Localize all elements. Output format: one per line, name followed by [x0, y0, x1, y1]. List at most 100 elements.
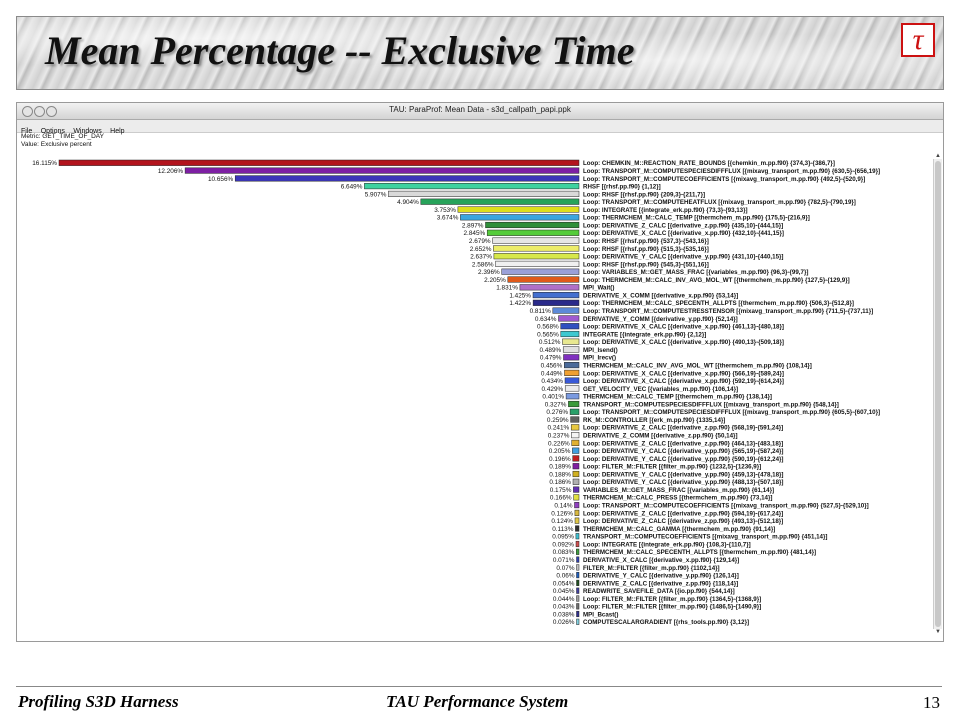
bar-name-label-9[interactable]: Loop: DERIVATIVE_X_CALC [{derivative_x.p… [583, 230, 784, 237]
bar-name-label-37[interactable]: Loop: DERIVATIVE_Y_CALC [{derivative_y.p… [583, 448, 783, 455]
bar-name-label-27[interactable]: Loop: DERIVATIVE_X_CALC [{derivative_x.p… [583, 370, 784, 377]
bar-name-label-46[interactable]: Loop: DERIVATIVE_Z_CALC [{derivative_z.p… [583, 518, 783, 525]
bar-18[interactable] [532, 299, 580, 306]
bar-0[interactable] [58, 159, 580, 166]
bar-19[interactable] [552, 307, 580, 314]
bar-31[interactable] [568, 400, 580, 408]
bar-name-label-35[interactable]: DERIVATIVE_Z_COMM [{derivative_z.pp.f90}… [583, 433, 738, 440]
bar-name-label-51[interactable]: DERIVATIVE_X_CALC [{derivative_x.pp.f90}… [583, 557, 739, 564]
bar-36[interactable] [571, 439, 580, 446]
bar-name-label-38[interactable]: Loop: DERIVATIVE_Y_CALC [{derivative_y.p… [583, 456, 783, 463]
bar-25[interactable] [563, 354, 580, 361]
bar-name-label-31[interactable]: TRANSPORT_M::COMPUTESPECIESDIFFFLUX [{mi… [583, 401, 839, 408]
bar-name-label-56[interactable]: Loop: FILTER_M::FILTER [{filter_m.pp.f90… [583, 596, 761, 603]
bar-name-label-12[interactable]: Loop: DERIVATIVE_Y_CALC [{derivative_y.p… [583, 254, 783, 261]
bar-name-label-36[interactable]: Loop: DERIVATIVE_Z_CALC [{derivative_z.p… [583, 440, 783, 447]
bar-name-label-57[interactable]: Loop: FILTER_M::FILTER [{filter_m.pp.f90… [583, 604, 761, 611]
bar-name-label-3[interactable]: RHSF [{rhsf.pp.f90} {1,12}] [583, 184, 661, 191]
bar-59[interactable] [576, 618, 580, 625]
bar-name-label-21[interactable]: Loop: DERIVATIVE_X_CALC [{derivative_x.p… [583, 324, 784, 331]
scroll-down-arrow-icon[interactable]: ▼ [935, 629, 941, 635]
scroll-up-arrow-icon[interactable]: ▲ [935, 153, 941, 159]
bar-9[interactable] [486, 229, 580, 236]
bar-43[interactable] [573, 494, 580, 501]
bar-name-label-54[interactable]: DERIVATIVE_Z_CALC [{derivative_z.pp.f90}… [583, 580, 738, 587]
bar-name-label-52[interactable]: FILTER_M::FILTER [{filter_m.pp.f90} {110… [583, 565, 720, 572]
bar-44[interactable] [574, 502, 580, 509]
bar-name-label-1[interactable]: Loop: TRANSPORT_M::COMPUTESPECIESDIFFFLU… [583, 168, 880, 175]
bar-50[interactable] [576, 548, 580, 555]
window-titlebar[interactable]: TAU: ParaProf: Mean Data - s3d_callpath_… [17, 103, 943, 120]
minimize-window-button[interactable] [34, 106, 45, 117]
bar-4[interactable] [388, 190, 580, 197]
bar-11[interactable] [493, 245, 580, 252]
bar-34[interactable] [570, 424, 580, 431]
bar-55[interactable] [576, 587, 580, 594]
bar-name-label-40[interactable]: Loop: DERIVATIVE_Y_CALC [{derivative_y.p… [583, 471, 783, 478]
bar-name-label-42[interactable]: VARIABLES_M::GET_MASS_FRAC [{variables_m… [583, 487, 774, 494]
bar-name-label-26[interactable]: THERMCHEM_M::CALC_INV_AVG_MOL_WT [{therm… [583, 363, 812, 370]
bar-name-label-13[interactable]: Loop: RHSF [{rhsf.pp.f90} {545,3}-{551,1… [583, 261, 709, 268]
bar-name-label-59[interactable]: COMPUTESCALARGRADIENT [{rhs_tools.pp.f90… [583, 619, 749, 626]
bar-name-label-29[interactable]: GET_VELOCITY_VEC [{variables_m.pp.f90} {… [583, 386, 738, 393]
bar-48[interactable] [575, 533, 580, 540]
bar-name-label-19[interactable]: Loop: TRANSPORT_M::COMPUTESTRESSTENSOR [… [583, 308, 873, 315]
bar-name-label-34[interactable]: Loop: DERIVATIVE_Z_CALC [{derivative_z.p… [583, 425, 783, 432]
menu-file[interactable]: File [21, 128, 33, 135]
bar-name-label-17[interactable]: DERIVATIVE_X_COMM [{derivative_x.pp.f90}… [583, 293, 738, 300]
bar-name-label-16[interactable]: MPI_Wait() [583, 285, 614, 292]
bar-name-label-24[interactable]: MPI_Isend() [583, 347, 618, 354]
bar-41[interactable] [572, 478, 580, 485]
bar-38[interactable] [572, 455, 580, 462]
bar-16[interactable] [519, 284, 580, 291]
bar-name-label-50[interactable]: THERMCHEM_M::CALC_SPECENTH_ALLPTS [{ther… [583, 549, 816, 556]
bar-28[interactable] [564, 377, 580, 384]
bar-51[interactable] [576, 556, 580, 563]
bar-40[interactable] [572, 470, 580, 478]
bar-name-label-39[interactable]: Loop: FILTER_M::FILTER [{filter_m.pp.f90… [583, 464, 761, 471]
bar-53[interactable] [576, 572, 580, 579]
bar-name-label-2[interactable]: Loop: TRANSPORT_M::COMPUTECOEFFICIENTS [… [583, 176, 865, 183]
bar-name-label-32[interactable]: Loop: TRANSPORT_M::COMPUTESPECIESDIFFFLU… [583, 409, 880, 416]
bar-name-label-48[interactable]: TRANSPORT_M::COMPUTECOEFFICIENTS [{mixav… [583, 534, 827, 541]
bar-name-label-20[interactable]: DERIVATIVE_Y_COMM [{derivative_y.pp.f90}… [583, 316, 738, 323]
bar-name-label-14[interactable]: Loop: VARIABLES_M::GET_MASS_FRAC [{varia… [583, 269, 808, 276]
bar-name-label-11[interactable]: Loop: RHSF [{rhsf.pp.f90} {515,3}-{535,1… [583, 246, 709, 253]
bar-name-label-28[interactable]: Loop: DERIVATIVE_X_CALC [{derivative_x.p… [583, 378, 784, 385]
bar-name-label-23[interactable]: Loop: DERIVATIVE_X_CALC [{derivative_x.p… [583, 339, 784, 346]
bar-27[interactable] [564, 369, 580, 376]
bar-8[interactable] [485, 221, 580, 229]
bar-name-label-15[interactable]: Loop: THERMCHEM_M::CALC_INV_AVG_MOL_WT [… [583, 277, 850, 284]
zoom-window-button[interactable] [46, 106, 57, 117]
bar-13[interactable] [495, 260, 580, 267]
bar-name-label-45[interactable]: Loop: DERIVATIVE_Z_CALC [{derivative_z.p… [583, 510, 783, 517]
bar-47[interactable] [575, 525, 580, 532]
bar-39[interactable] [572, 463, 580, 470]
bar-2[interactable] [234, 175, 580, 182]
bar-name-label-10[interactable]: Loop: RHSF [{rhsf.pp.f90} {537,3}-{543,1… [583, 238, 709, 245]
bar-29[interactable] [564, 385, 580, 392]
scrollbar-thumb[interactable] [935, 161, 941, 627]
bar-name-label-18[interactable]: Loop: THERMCHEM_M::CALC_SPECENTH_ALLPTS … [583, 300, 854, 307]
bar-17[interactable] [532, 292, 580, 299]
bar-37[interactable] [572, 447, 580, 454]
bar-35[interactable] [571, 432, 580, 439]
bar-26[interactable] [564, 362, 580, 369]
bar-23[interactable] [562, 338, 580, 345]
bar-name-label-7[interactable]: Loop: THERMCHEM_M::CALC_TEMP [{thermchem… [583, 215, 810, 222]
bar-name-label-55[interactable]: READWRITE_SAVEFILE_DATA [{io.pp.f90} {54… [583, 588, 735, 595]
bar-42[interactable] [573, 486, 580, 493]
bar-name-label-49[interactable]: Loop: INTEGRATE [{integrate_erk.pp.f90} … [583, 541, 751, 548]
bar-54[interactable] [576, 579, 580, 586]
bar-33[interactable] [570, 416, 580, 423]
bar-22[interactable] [560, 330, 580, 338]
bar-5[interactable] [420, 198, 580, 205]
bar-20[interactable] [558, 315, 580, 322]
bar-14[interactable] [501, 268, 580, 275]
bar-56[interactable] [576, 595, 580, 602]
bar-name-label-53[interactable]: DERIVATIVE_Y_CALC [{derivative_y.pp.f90}… [583, 573, 739, 580]
bar-name-label-22[interactable]: INTEGRATE [{integrate_erk.pp.f90} {2,12}… [583, 331, 706, 338]
bar-15[interactable] [507, 276, 580, 283]
menu-windows[interactable]: Windows [73, 128, 102, 135]
bar-1[interactable] [184, 167, 580, 174]
